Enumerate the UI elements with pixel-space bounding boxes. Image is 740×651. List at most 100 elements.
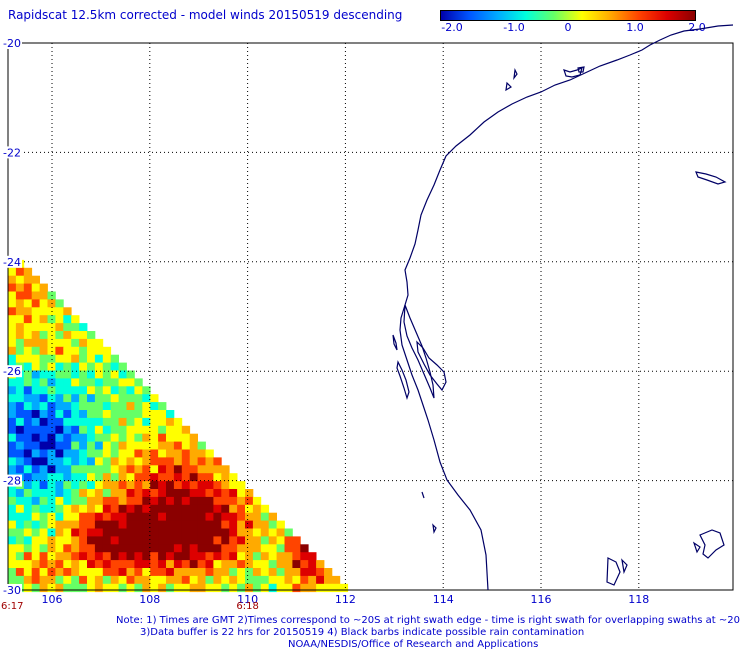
- wind-cell: [71, 560, 80, 569]
- wind-cell: [31, 489, 40, 498]
- wind-cell: [102, 378, 112, 387]
- wind-cell: [189, 536, 198, 545]
- wind-cell: [181, 489, 191, 498]
- wind-cell: [142, 410, 151, 419]
- wind-cell: [71, 323, 80, 332]
- wind-cell: [39, 583, 48, 593]
- wind-cell: [181, 512, 191, 521]
- wind-cell: [268, 575, 277, 585]
- wind-cell: [245, 496, 254, 506]
- wind-cell: [71, 394, 80, 403]
- colorbar-label: 1.0: [626, 21, 644, 34]
- wind-cell: [134, 402, 143, 411]
- wind-cell: [15, 410, 25, 419]
- wind-cell: [181, 496, 191, 506]
- wind-cell: [268, 560, 277, 569]
- wind-cell: [47, 504, 56, 514]
- wind-cell: [118, 441, 127, 450]
- wind-cell: [189, 481, 198, 490]
- wind-cell: [71, 346, 80, 356]
- wind-cell: [55, 552, 64, 561]
- wind-cell: [102, 481, 112, 490]
- wind-cell: [158, 441, 167, 450]
- wind-cell: [245, 544, 254, 553]
- wind-cell: [229, 568, 238, 577]
- wind-cell: [300, 552, 309, 561]
- wind-cell: [237, 481, 246, 490]
- wind-cell: [102, 568, 112, 577]
- wind-cell: [126, 394, 135, 403]
- wind-cell: [292, 583, 301, 593]
- wind-cell: [15, 291, 25, 300]
- wind-cell: [118, 512, 127, 521]
- wind-cell: [8, 441, 17, 450]
- wind-cell: [31, 512, 40, 521]
- wind-cell: [94, 544, 104, 553]
- wind-cell: [142, 473, 151, 482]
- wind-cell: [166, 417, 175, 427]
- wind-cell: [71, 402, 80, 411]
- wind-cell: [23, 338, 33, 348]
- wind-cell: [71, 583, 80, 593]
- wind-cell: [142, 402, 151, 411]
- wind-cell: [110, 457, 119, 466]
- wind-cell: [237, 575, 246, 585]
- wind-cell: [31, 552, 40, 561]
- wind-cell: [276, 520, 285, 529]
- wind-cell: [79, 386, 88, 395]
- wind-cell: [158, 489, 167, 498]
- wind-cell: [63, 425, 72, 435]
- wind-cell: [102, 536, 112, 545]
- wind-cell: [173, 552, 183, 561]
- wind-cell: [173, 417, 183, 427]
- wind-cell: [8, 465, 17, 474]
- wind-cell: [110, 552, 119, 561]
- wind-cell: [102, 354, 112, 363]
- wind-cell: [118, 378, 127, 387]
- wind-cell: [150, 568, 159, 577]
- wind-cell: [308, 583, 317, 593]
- wind-cell: [55, 504, 64, 514]
- wind-cell: [158, 520, 167, 529]
- wind-cell: [15, 520, 25, 529]
- wind-cell: [102, 362, 112, 371]
- wind-cell: [23, 417, 33, 427]
- wind-cell: [31, 338, 40, 348]
- wind-cell: [134, 386, 143, 395]
- wind-cell: [102, 489, 112, 498]
- wind-cell: [118, 536, 127, 545]
- wind-cell: [79, 449, 88, 458]
- wind-cell: [237, 560, 246, 569]
- wind-cell: [63, 441, 72, 450]
- wind-cell: [102, 433, 112, 442]
- wind-cell: [134, 433, 143, 442]
- wind-cell: [31, 283, 40, 292]
- wind-cell: [189, 560, 198, 569]
- wind-cell: [245, 568, 254, 577]
- wind-cell: [8, 568, 17, 577]
- wind-cell: [292, 536, 301, 545]
- wind-cell: [158, 433, 167, 442]
- wind-cell: [63, 481, 72, 490]
- wind-cell: [221, 465, 230, 474]
- wind-cell: [213, 457, 222, 466]
- wind-cell: [197, 536, 206, 545]
- wind-cell: [87, 504, 96, 514]
- wind-cell: [142, 536, 151, 545]
- wind-cell: [173, 528, 183, 537]
- wind-cell: [39, 433, 48, 442]
- wind-cell: [94, 433, 104, 442]
- wind-cell: [118, 362, 127, 371]
- wind-cell: [158, 560, 167, 569]
- wind-cell: [197, 512, 206, 521]
- wind-cell: [94, 354, 104, 363]
- wind-cell: [23, 465, 33, 474]
- wind-cell: [245, 512, 254, 521]
- wind-cell: [8, 386, 17, 395]
- wind-cell: [158, 504, 167, 514]
- wind-cell: [87, 575, 96, 585]
- wind-cell: [71, 331, 80, 340]
- wind-cell: [71, 441, 80, 450]
- wind-cell: [229, 560, 238, 569]
- wind-cell: [118, 410, 127, 419]
